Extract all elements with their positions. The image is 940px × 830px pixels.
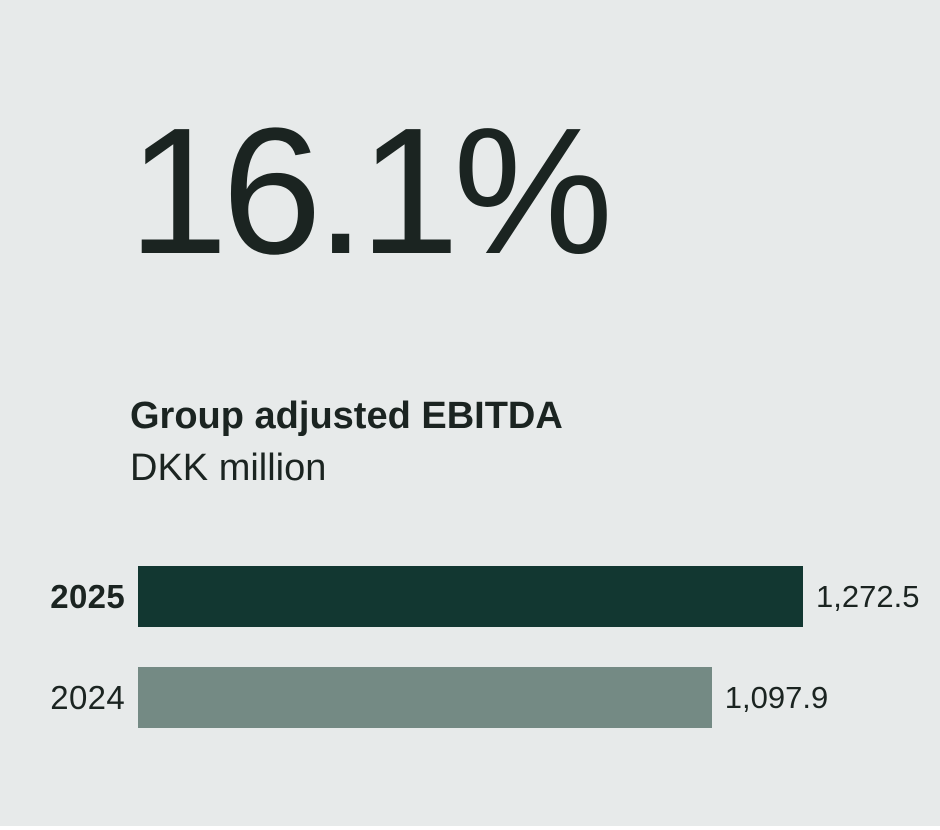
chart-title: Group adjusted EBITDA (130, 395, 563, 437)
headline-metric: 16.1% (128, 91, 613, 292)
value-label-2025: 1,272.5 (816, 578, 920, 614)
category-label-2024: 2024 (50, 678, 125, 716)
category-label-2025: 2025 (50, 577, 125, 615)
value-label-2024: 1,097.9 (724, 679, 829, 715)
title-block: Group adjusted EBITDA DKK million (130, 390, 563, 494)
bar-row-2025: 2025 1,272.5 (0, 566, 940, 627)
bar-2024 (138, 667, 712, 728)
bar-2025 (138, 566, 803, 627)
bar-chart: 2025 1,272.5 2024 1,097.9 (0, 566, 940, 728)
bar-row-2024: 2024 1,097.9 (0, 667, 940, 728)
bar-track-2024: 1,097.9 (138, 667, 828, 728)
chart-subtitle: DKK million (130, 447, 327, 489)
bar-track-2025: 1,272.5 (138, 566, 919, 627)
